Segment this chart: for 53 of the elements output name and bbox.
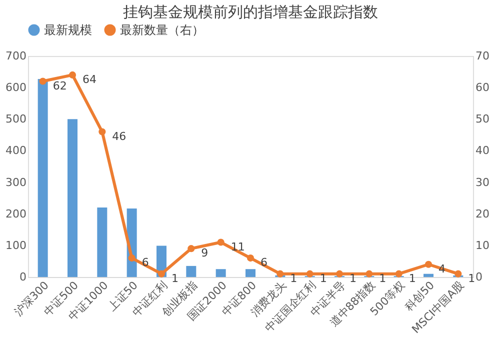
y-tick-label: 600 bbox=[6, 81, 26, 94]
y2-tick-label: 70 bbox=[476, 50, 490, 62]
y2-tick-label: 10 bbox=[476, 238, 490, 252]
y-tick-label: 200 bbox=[6, 207, 26, 220]
point bbox=[39, 78, 46, 85]
data-label: 1 bbox=[468, 272, 476, 285]
point bbox=[336, 270, 344, 278]
bar bbox=[424, 274, 434, 277]
y-tick-label: 400 bbox=[6, 144, 26, 158]
bar bbox=[97, 208, 108, 277]
data-label: 64 bbox=[82, 72, 96, 86]
data-label: 46 bbox=[112, 130, 126, 143]
legend-label: 最新规模 bbox=[44, 23, 92, 37]
point bbox=[424, 260, 432, 268]
legend-label: 最新数量（右） bbox=[120, 23, 204, 37]
y-tick-label: 0 bbox=[20, 270, 26, 284]
point bbox=[98, 128, 106, 136]
point bbox=[366, 270, 373, 278]
y2-tick-label: 0 bbox=[476, 270, 482, 284]
y-tick-label: 700 bbox=[6, 50, 26, 62]
y-tick-label: 500 bbox=[6, 112, 26, 126]
point bbox=[68, 71, 76, 78]
y-tick-label: 300 bbox=[6, 176, 26, 189]
bar bbox=[246, 269, 256, 277]
y2-tick-label: 50 bbox=[476, 112, 490, 126]
y2-tick-label: 30 bbox=[476, 176, 490, 189]
data-label: 1 bbox=[290, 272, 298, 285]
point bbox=[454, 270, 462, 278]
chart-title: 挂钩基金规模前列的指增基金跟踪指数 bbox=[123, 3, 378, 21]
data-label: 9 bbox=[201, 246, 208, 260]
bar bbox=[186, 266, 196, 277]
point bbox=[395, 270, 402, 278]
point bbox=[158, 270, 166, 278]
bar bbox=[68, 119, 78, 277]
data-label: 1 bbox=[172, 272, 178, 285]
data-label: 1 bbox=[350, 272, 356, 285]
data-label: 1 bbox=[379, 272, 386, 285]
data-label: 1 bbox=[408, 272, 416, 285]
data-label: 1 bbox=[320, 272, 327, 285]
point bbox=[217, 238, 224, 246]
bar bbox=[38, 79, 48, 277]
point bbox=[276, 270, 284, 278]
point bbox=[306, 270, 314, 278]
y2-tick-label: 20 bbox=[476, 207, 490, 220]
y2-tick-label: 60 bbox=[476, 81, 490, 94]
y-tick-label: 100 bbox=[6, 238, 26, 252]
data-label: 11 bbox=[230, 240, 245, 254]
point bbox=[246, 254, 254, 262]
y2-tick-label: 40 bbox=[476, 144, 490, 158]
point bbox=[128, 254, 136, 262]
data-label: 62 bbox=[52, 79, 67, 92]
bar bbox=[216, 269, 226, 277]
point bbox=[188, 245, 195, 252]
